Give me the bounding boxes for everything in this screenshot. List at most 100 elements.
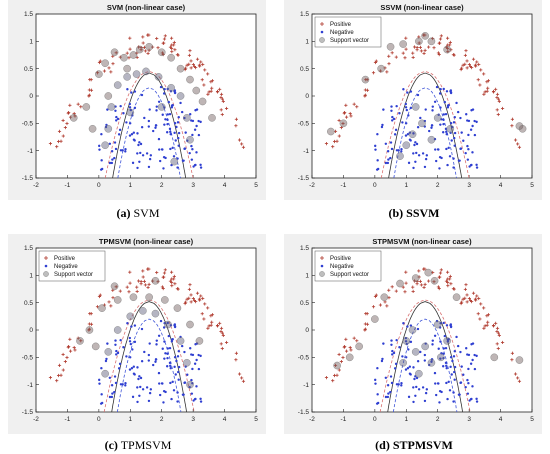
negative-point [162, 326, 166, 329]
negative-point [380, 359, 384, 363]
negative-point [140, 125, 144, 129]
negative-point [448, 389, 452, 392]
support-vector-negative [427, 359, 436, 367]
support-vector-negative [437, 353, 445, 362]
negative-point [467, 148, 470, 151]
legend-label: Positive [54, 256, 76, 262]
negative-point [110, 150, 114, 153]
negative-point [441, 131, 445, 134]
x-tick-label: 1 [404, 416, 408, 423]
negative-point [408, 372, 412, 375]
negative-point [412, 386, 415, 389]
support-vector-negative [433, 320, 442, 329]
negative-point [439, 87, 442, 91]
negative-point [408, 365, 412, 368]
support-vector-positive [161, 296, 169, 304]
negative-point [176, 121, 180, 124]
negative-point [166, 352, 169, 355]
negative-point [395, 338, 398, 342]
negative-point [164, 352, 167, 355]
negative-point [155, 343, 158, 346]
negative-point [466, 353, 469, 356]
y-tick-label: -1.5 [298, 409, 310, 416]
positive-margin-curve [104, 70, 194, 178]
negative-point [390, 109, 393, 112]
negative-point [451, 359, 454, 363]
negative-point [168, 346, 172, 350]
negative-point [173, 91, 177, 94]
support-vector-positive [386, 43, 395, 51]
negative-point [441, 365, 445, 368]
negative-point [147, 353, 151, 357]
negative-point [114, 109, 117, 112]
support-vector-positive [129, 51, 138, 59]
negative-point [415, 376, 419, 380]
negative-point [390, 105, 393, 108]
negative-point [138, 375, 141, 378]
plot-content [48, 33, 246, 178]
plot-content [48, 267, 246, 412]
negative-point [145, 386, 149, 389]
negative-point [386, 384, 390, 387]
y-tick-label: 0.5 [300, 300, 309, 307]
negative-point [445, 130, 448, 134]
negative-point [137, 143, 140, 147]
negative-point [412, 366, 415, 369]
negative-point [475, 397, 478, 401]
negative-point [387, 392, 390, 395]
x-tick-label: 3 [467, 182, 471, 189]
negative-point [155, 339, 158, 342]
negative-point [190, 119, 193, 122]
negative-point [189, 113, 192, 116]
y-tick-label: -1.5 [298, 175, 310, 182]
negative-point [108, 376, 112, 379]
negative-point [193, 128, 197, 131]
y-tick-label: -0.5 [22, 121, 34, 128]
negative-point [191, 367, 194, 371]
negative-point [453, 350, 456, 353]
negative-point [176, 355, 180, 358]
negative-point [389, 390, 392, 394]
negative-point [412, 152, 415, 155]
negative-point [128, 336, 132, 340]
negative-point [191, 133, 194, 137]
negative-point [132, 131, 136, 134]
legend-negative-marker [44, 264, 48, 268]
negative-point [133, 340, 137, 344]
negative-point [442, 122, 445, 126]
negative-point [459, 147, 462, 151]
negative-point [166, 122, 169, 126]
negative-point [421, 386, 425, 389]
y-tick-label: 0 [305, 93, 309, 100]
negative-point [452, 157, 455, 160]
negative-point [408, 138, 412, 141]
legend-negative-marker [320, 30, 324, 34]
negative-point [415, 385, 418, 389]
negative-point [189, 347, 192, 350]
negative-point [473, 133, 477, 137]
legend: Positive Negative Support vector [314, 16, 382, 48]
support-vector-positive [176, 64, 185, 73]
decision-boundary-curve [111, 301, 187, 412]
negative-point [117, 367, 121, 370]
support-vector-positive [98, 304, 106, 312]
negative-point [438, 92, 442, 95]
negative-point [434, 159, 438, 163]
negative-point [140, 327, 144, 331]
negative-point [128, 356, 132, 359]
plot-content [324, 32, 527, 178]
negative-point [137, 377, 140, 381]
negative-point [148, 108, 151, 111]
negative-point [179, 101, 182, 105]
negative-point [416, 359, 420, 363]
x-tick-label: 5 [530, 182, 534, 189]
y-tick-label: -1.5 [22, 175, 34, 182]
negative-point [98, 382, 101, 385]
y-tick-label: 1 [305, 39, 309, 46]
legend-box [314, 250, 382, 282]
negative-point [470, 343, 473, 346]
negative-point [113, 156, 116, 160]
negative-point [190, 392, 194, 395]
negative-point [466, 158, 470, 161]
negative-point [397, 149, 400, 152]
